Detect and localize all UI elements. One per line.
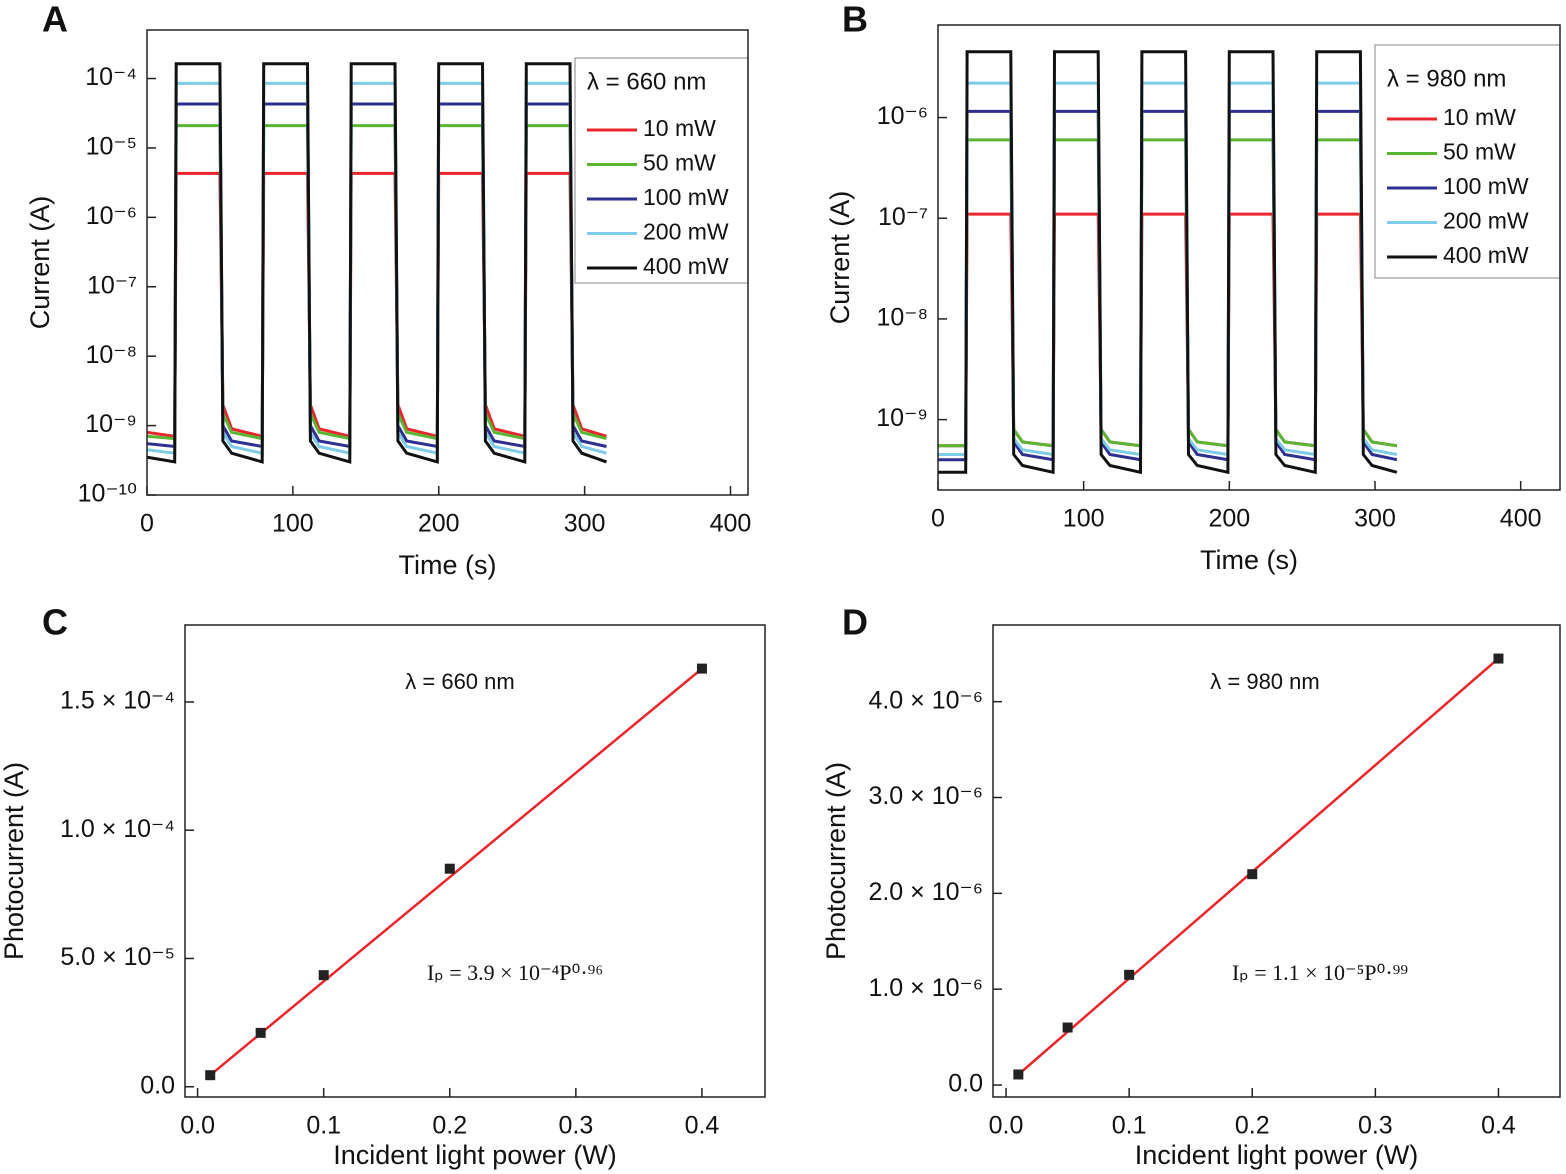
legend-title: λ = 660 nm: [587, 68, 706, 95]
x-tick-label: 100: [272, 510, 314, 538]
data-point: [1493, 653, 1504, 664]
x-tick-label: 0.0: [180, 1112, 215, 1140]
data-point: [205, 1070, 216, 1081]
x-tick-label: 0.4: [685, 1112, 720, 1140]
y-tick-label: 10⁻⁹: [85, 410, 137, 438]
plot-frame: [184, 624, 766, 1098]
legend-box: [574, 57, 749, 284]
x-tick-label: 0.4: [1481, 1112, 1516, 1140]
data-point: [255, 1027, 266, 1038]
y-tick-label: 2.0 × 10⁻⁶: [868, 878, 983, 906]
legend-label: 200 mW: [643, 219, 729, 245]
y-tick-label: 1.0 × 10⁻⁶: [868, 974, 983, 1002]
y-tick-label: 1.5 × 10⁻⁴: [60, 687, 175, 715]
annotation: λ = 660 nm: [405, 669, 514, 694]
legend-label: 50 mW: [643, 150, 716, 176]
x-tick-label: 0.0: [989, 1112, 1024, 1140]
x-tick-label: 200: [418, 510, 460, 538]
y-axis-label: Current (A): [25, 196, 55, 330]
legend-label: 400 mW: [643, 253, 729, 279]
y-tick-label: 4.0 × 10⁻⁶: [868, 686, 983, 714]
series-line: [938, 50, 1398, 475]
data-point: [696, 663, 707, 674]
x-tick-label: 0.2: [1235, 1112, 1270, 1140]
legend-label: 100 mW: [643, 184, 729, 210]
annotation: Iₚ = 1.1 × 10⁻⁵P⁰·⁹⁹: [1232, 960, 1408, 985]
y-tick-label: 0.0: [948, 1070, 983, 1098]
plot-frame: [937, 24, 1561, 491]
series-line: [147, 102, 607, 449]
x-tick-label: 200: [1208, 505, 1250, 533]
x-axis-label: Incident light power (W): [333, 1140, 617, 1170]
x-axis-label: Time (s): [399, 550, 497, 580]
x-axis-label: Incident light power (W): [1135, 1140, 1419, 1170]
series-line: [938, 138, 1398, 448]
x-tick-label: 300: [1354, 505, 1396, 533]
y-tick-label: 3.0 × 10⁻⁶: [868, 782, 983, 810]
y-tick-label: 10⁻⁸: [85, 341, 137, 369]
legend-label: 10 mW: [643, 115, 716, 141]
data-point: [444, 863, 455, 874]
panel-label: B: [842, 0, 868, 40]
data-point: [1247, 869, 1258, 880]
y-tick-label: 10⁻⁹: [876, 404, 928, 432]
legend-title: λ = 980 nm: [1387, 65, 1506, 92]
series-line: [147, 171, 607, 439]
legend-label: 100 mW: [1443, 173, 1529, 199]
x-tick-label: 0: [931, 505, 945, 533]
x-tick-label: 0.3: [558, 1112, 593, 1140]
plot-area: [938, 50, 1398, 475]
data-point: [1124, 969, 1135, 980]
series-line: [938, 109, 1398, 462]
x-tick-label: 0.3: [1358, 1112, 1393, 1140]
plot-area: [147, 62, 607, 464]
x-tick-label: 400: [1500, 505, 1542, 533]
x-axis-label: Time (s): [1200, 545, 1298, 575]
y-tick-label: 1.0 × 10⁻⁴: [60, 815, 175, 843]
y-axis-label: Current (A): [825, 191, 855, 325]
x-tick-label: 0.1: [1112, 1112, 1147, 1140]
y-tick-label: 10⁻⁷: [878, 203, 928, 231]
annotation: λ = 980 nm: [1210, 669, 1319, 694]
panel-label: D: [842, 602, 868, 643]
legend-label: 10 mW: [1443, 104, 1516, 130]
data-point: [1013, 1069, 1024, 1080]
x-tick-label: 0: [140, 510, 154, 538]
x-tick-label: 100: [1063, 505, 1105, 533]
series-line: [147, 81, 607, 456]
x-tick-label: 400: [710, 510, 752, 538]
x-tick-label: 0.1: [306, 1112, 341, 1140]
y-tick-label: 10⁻⁷: [87, 271, 137, 299]
y-tick-label: 10⁻¹⁰: [78, 480, 137, 508]
y-tick-label: 10⁻⁴: [85, 63, 137, 91]
plot-area: [205, 663, 707, 1081]
fit-line: [209, 667, 703, 1077]
panel-label: C: [42, 602, 68, 643]
y-tick-label: 0.0: [140, 1071, 175, 1099]
annotation: Iₚ = 3.9 × 10⁻⁴P⁰·⁹⁶: [427, 960, 603, 985]
legend-label: 50 mW: [1443, 139, 1516, 165]
data-point: [318, 970, 329, 981]
plot-frame: [146, 29, 749, 496]
plot-area: [1013, 653, 1504, 1080]
data-point: [1062, 1022, 1073, 1033]
y-tick-label: 10⁻⁶: [86, 202, 137, 230]
y-tick-label: 10⁻⁸: [876, 304, 928, 332]
y-axis-label: Photocurrent (A): [821, 762, 851, 960]
x-tick-label: 300: [564, 510, 606, 538]
fit-line: [1017, 657, 1500, 1076]
y-tick-label: 5.0 × 10⁻⁵: [60, 943, 175, 971]
legend-box: [1374, 44, 1561, 279]
y-tick-label: 10⁻⁵: [86, 133, 137, 161]
series-line: [147, 62, 607, 464]
plot-frame: [992, 624, 1561, 1098]
panel-label: A: [42, 0, 68, 40]
legend-label: 400 mW: [1443, 242, 1529, 268]
y-axis-label: Photocurrent (A): [0, 762, 29, 960]
legend-label: 200 mW: [1443, 208, 1529, 234]
y-tick-label: 10⁻⁶: [877, 102, 928, 130]
x-tick-label: 0.2: [432, 1112, 467, 1140]
series-line: [938, 212, 1398, 448]
